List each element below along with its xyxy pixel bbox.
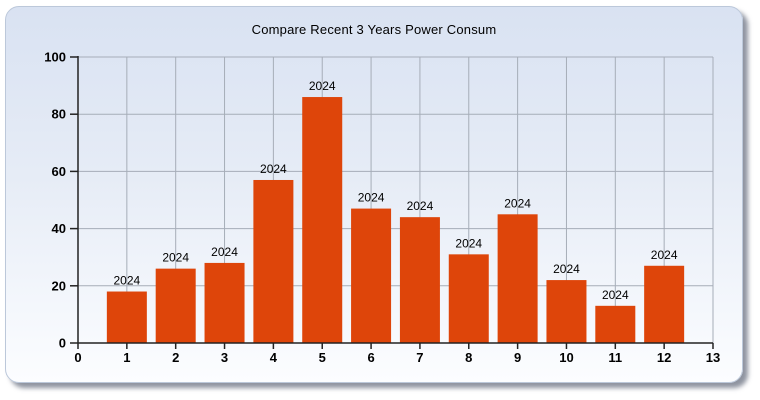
y-axis-tick-label: 100 <box>44 50 66 65</box>
x-axis-tick-label: 8 <box>465 350 472 365</box>
bar <box>497 214 538 343</box>
x-axis-tick-label: 3 <box>221 350 228 365</box>
y-axis-tick-label: 40 <box>52 221 66 236</box>
bar-value-label: 2024 <box>455 236 482 250</box>
x-axis-tick-label: 12 <box>657 350 671 365</box>
bar-value-label: 2024 <box>651 248 678 262</box>
bar-value-label: 2024 <box>602 288 629 302</box>
bar <box>106 291 147 343</box>
x-axis-tick-label: 11 <box>608 350 622 365</box>
x-axis-tick-label: 13 <box>706 350 720 365</box>
x-axis-tick-label: 0 <box>74 350 81 365</box>
bar-value-label: 2024 <box>358 191 385 205</box>
x-axis-tick-label: 6 <box>367 350 374 365</box>
bar-value-label: 2024 <box>113 274 140 288</box>
x-axis-tick-label: 9 <box>514 350 521 365</box>
y-axis-tick-label: 80 <box>52 107 66 122</box>
y-axis-tick-label: 60 <box>52 164 66 179</box>
bar <box>302 97 343 343</box>
bar-value-label: 2024 <box>162 251 189 265</box>
bar <box>546 280 587 343</box>
y-axis-tick-label: 20 <box>52 278 66 293</box>
bar-value-label: 2024 <box>407 199 434 213</box>
x-axis-tick-label: 10 <box>559 350 573 365</box>
x-axis-tick-label: 7 <box>416 350 423 365</box>
chart-title: Compare Recent 3 Years Power Consum <box>251 22 497 37</box>
bar <box>155 268 196 343</box>
bar <box>644 265 685 343</box>
bar <box>253 179 294 343</box>
x-axis-tick-label: 5 <box>319 350 326 365</box>
bar-value-label: 2024 <box>504 196 531 210</box>
bar <box>595 305 636 343</box>
bar <box>399 217 440 343</box>
bar-value-label: 2024 <box>553 262 580 276</box>
y-axis-tick-label: 0 <box>59 336 66 351</box>
bar <box>448 254 489 343</box>
x-axis-tick-label: 4 <box>270 350 278 365</box>
x-axis-tick-label: 1 <box>123 350 130 365</box>
bar-value-label: 2024 <box>309 79 336 93</box>
bar-value-label: 2024 <box>211 245 238 259</box>
bar <box>351 208 392 343</box>
x-axis-tick-label: 2 <box>172 350 179 365</box>
bar <box>204 262 245 343</box>
bar-value-label: 2024 <box>260 162 287 176</box>
